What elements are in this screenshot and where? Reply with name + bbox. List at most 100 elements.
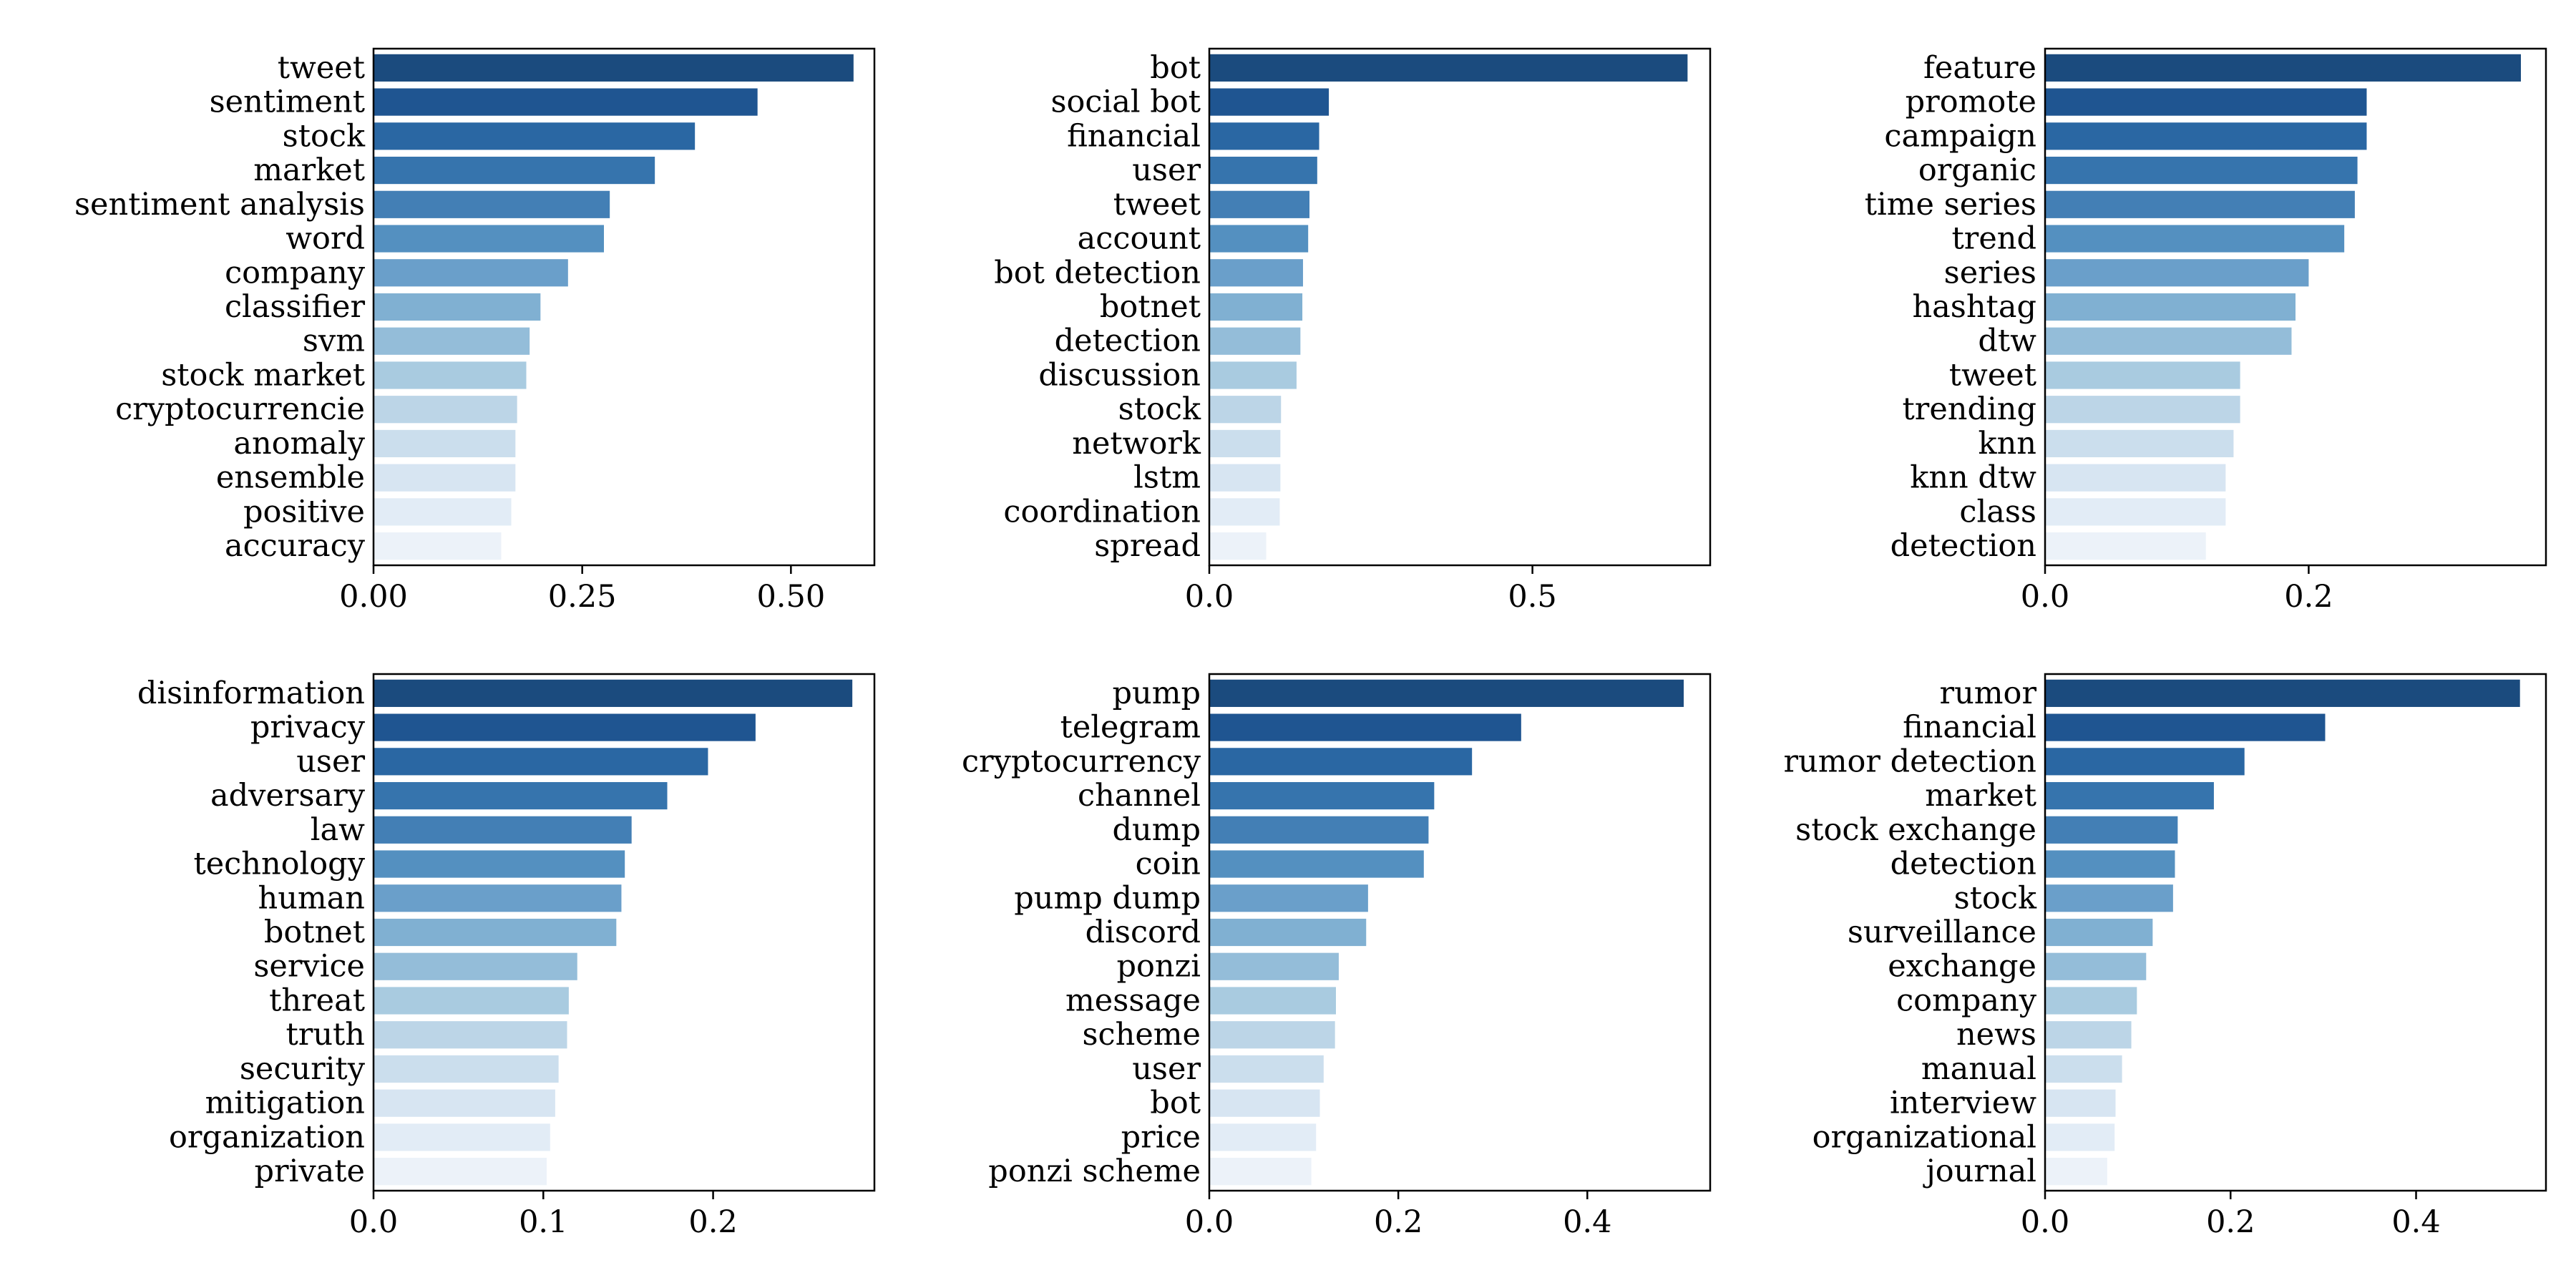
bar	[374, 361, 527, 389]
category-label: company	[1896, 982, 2037, 1018]
bar	[2045, 54, 2521, 82]
chart-panel-4: disinformationprivacyuseradversarylawtec…	[137, 673, 876, 1240]
bar	[1209, 1158, 1312, 1186]
category-label: stock	[1118, 391, 1201, 427]
bar	[374, 498, 512, 526]
category-label: promote	[1906, 84, 2036, 120]
category-label: discussion	[1038, 357, 1201, 393]
bar	[2045, 396, 2240, 424]
bar	[1209, 464, 1281, 492]
category-label: bot detection	[994, 255, 1201, 291]
category-label: organic	[1918, 152, 2036, 188]
category-label: detection	[1890, 847, 2036, 882]
category-label: channel	[1078, 778, 1201, 814]
bar	[2045, 429, 2234, 458]
bar	[374, 748, 708, 776]
x-tick-label: 0.0	[349, 1204, 398, 1240]
x-tick-label: 0.4	[2391, 1204, 2440, 1240]
category-label: spread	[1094, 528, 1201, 564]
category-label: time series	[1865, 187, 2036, 223]
x-tick-label: 0.2	[2206, 1204, 2255, 1240]
bar	[2045, 532, 2206, 560]
category-label: cryptocurrencie	[115, 391, 365, 427]
bar	[1209, 225, 1309, 253]
bar	[374, 327, 530, 355]
bar	[2045, 1089, 2116, 1117]
category-label: rumor detection	[1783, 743, 2036, 779]
category-label: bot	[1150, 1085, 1201, 1121]
category-label: svm	[303, 323, 365, 359]
category-label: discord	[1085, 914, 1201, 950]
axes-frame	[372, 47, 876, 567]
bar	[1209, 816, 1429, 844]
category-label: financial	[1067, 118, 1201, 154]
category-label: surveillance	[1848, 914, 2036, 950]
category-label: market	[1925, 778, 2036, 814]
category-label: news	[1956, 1017, 2036, 1053]
bar	[374, 1055, 559, 1083]
bar	[1209, 498, 1280, 526]
category-label: price	[1121, 1119, 1201, 1155]
category-label: anomaly	[233, 426, 365, 462]
bar	[374, 884, 622, 912]
category-label: account	[1078, 221, 1201, 257]
category-label: financial	[1903, 710, 2036, 746]
x-tick-label: 0.5	[1508, 579, 1556, 615]
bar	[2045, 781, 2214, 810]
bar	[2045, 225, 2345, 253]
bar	[374, 850, 625, 878]
category-label: botnet	[1100, 289, 1201, 325]
axes-frame	[2044, 673, 2547, 1192]
category-label: law	[311, 812, 365, 848]
category-label: market	[253, 152, 365, 188]
category-label: detection	[1055, 323, 1201, 359]
bar	[2045, 952, 2147, 980]
category-label: tweet	[1113, 187, 1201, 223]
x-tick-label: 0.2	[688, 1204, 737, 1240]
category-label: class	[1959, 494, 2036, 530]
category-label: user	[296, 743, 365, 779]
category-label: stock market	[161, 357, 365, 393]
category-label: security	[240, 1051, 366, 1087]
category-label: message	[1065, 982, 1201, 1018]
category-label: exchange	[1888, 949, 2036, 985]
x-tick-label: 0.0	[2021, 1204, 2069, 1240]
bar	[374, 122, 696, 150]
category-label: botnet	[264, 914, 365, 950]
axes-frame	[2044, 47, 2547, 567]
category-label: pump	[1112, 675, 1201, 711]
category-label: threat	[269, 982, 365, 1018]
category-label: private	[255, 1153, 366, 1189]
category-label: coin	[1136, 847, 1201, 882]
category-label: social bot	[1050, 84, 1201, 120]
category-label: trend	[1951, 221, 2036, 257]
bar	[1209, 396, 1282, 424]
bar	[1209, 748, 1473, 776]
bar	[1209, 88, 1330, 116]
x-tick-label: 0.25	[548, 579, 617, 615]
category-label: knn dtw	[1910, 460, 2036, 496]
category-label: trending	[1903, 391, 2036, 427]
category-label: mitigation	[205, 1085, 365, 1121]
bar	[1209, 679, 1684, 707]
category-label: detection	[1890, 528, 2036, 564]
category-label: human	[258, 880, 366, 916]
bar	[374, 781, 668, 810]
x-tick-label: 0.0	[1185, 1204, 1234, 1240]
bar	[2045, 327, 2292, 355]
bar	[374, 464, 516, 492]
bar	[2045, 884, 2173, 912]
category-label: classifier	[225, 289, 365, 325]
bar	[2045, 713, 2326, 741]
category-label: ensemble	[216, 460, 365, 496]
bar	[1209, 327, 1301, 355]
category-label: scheme	[1082, 1017, 1201, 1053]
category-label: pump dump	[1014, 880, 1201, 916]
bar	[1209, 918, 1367, 947]
x-tick-label: 0.0	[1185, 579, 1234, 615]
category-label: series	[1944, 255, 2036, 291]
bar	[2045, 1123, 2115, 1151]
category-label: stock exchange	[1795, 812, 2036, 848]
x-tick-label: 0.2	[1374, 1204, 1423, 1240]
category-label: disinformation	[137, 675, 365, 711]
